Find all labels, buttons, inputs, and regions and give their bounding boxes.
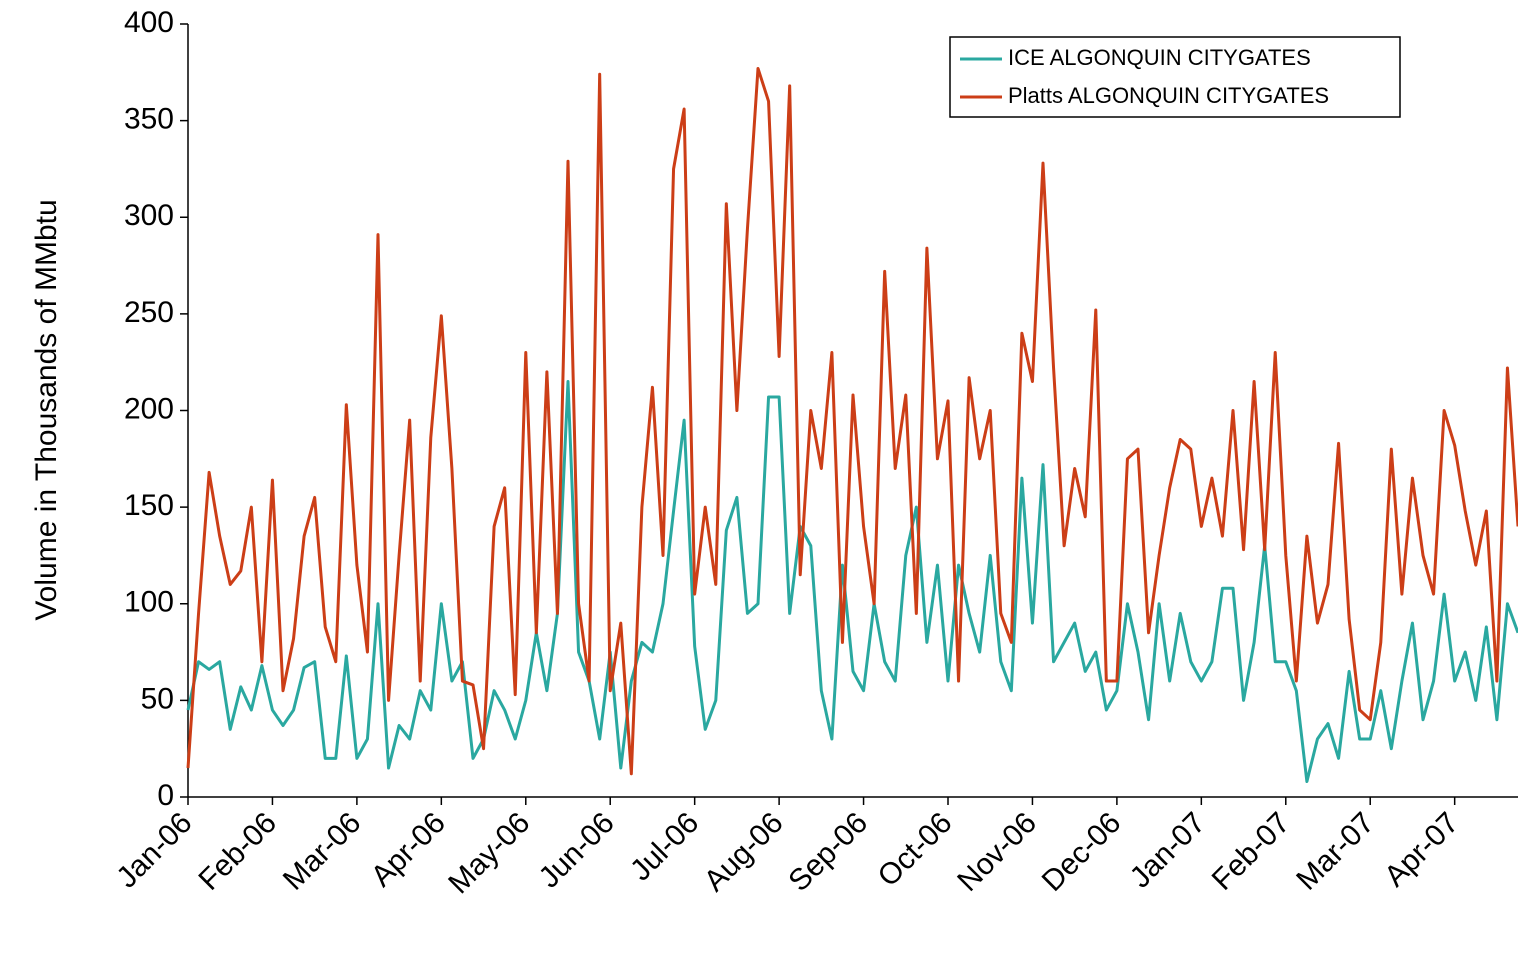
x-tick-label: Apr-07 (1378, 806, 1465, 893)
x-tick-label: Nov-06 (951, 806, 1043, 898)
series-line (186, 380, 1518, 784)
legend-label: ICE ALGONQUIN CITYGATES (1008, 45, 1311, 70)
x-tick-label: Mar-06 (277, 806, 368, 897)
x-tick-label: May-06 (442, 806, 536, 900)
x-tick-label: Sep-06 (782, 806, 874, 898)
series-line (186, 66, 1518, 776)
y-tick-label: 0 (157, 779, 174, 812)
y-tick-label: 350 (124, 103, 174, 136)
x-tick-label: Jan-06 (110, 806, 198, 894)
x-tick-label: Dec-06 (1036, 806, 1128, 898)
y-tick-label: 100 (124, 586, 174, 619)
y-tick-label: 400 (124, 6, 174, 39)
y-tick-label: 150 (124, 489, 174, 522)
legend-label: Platts ALGONQUIN CITYGATES (1008, 83, 1329, 108)
y-axis-label: Volume in Thousands of MMbtu (30, 199, 63, 620)
y-tick-label: 50 (141, 682, 174, 715)
x-tick-label: Jan-07 (1124, 806, 1212, 894)
legend-box (949, 36, 1401, 118)
x-tick-label: Oct-06 (872, 806, 959, 893)
y-tick-label: 300 (124, 199, 174, 232)
x-tick-label: Mar-07 (1290, 806, 1381, 897)
legend: ICE ALGONQUIN CITYGATES Platts ALGONQUIN … (949, 36, 1401, 118)
x-tick-label: Jul-06 (624, 806, 705, 887)
x-tick-label: Feb-07 (1206, 806, 1297, 897)
y-tick-label: 250 (124, 296, 174, 329)
x-tick-label: Apr-06 (365, 806, 452, 893)
y-tick-label: 200 (124, 392, 174, 425)
x-tick-label: Aug-06 (698, 806, 790, 898)
x-tick-label: Feb-06 (192, 806, 283, 897)
x-tick-label: Jun-06 (533, 806, 621, 894)
